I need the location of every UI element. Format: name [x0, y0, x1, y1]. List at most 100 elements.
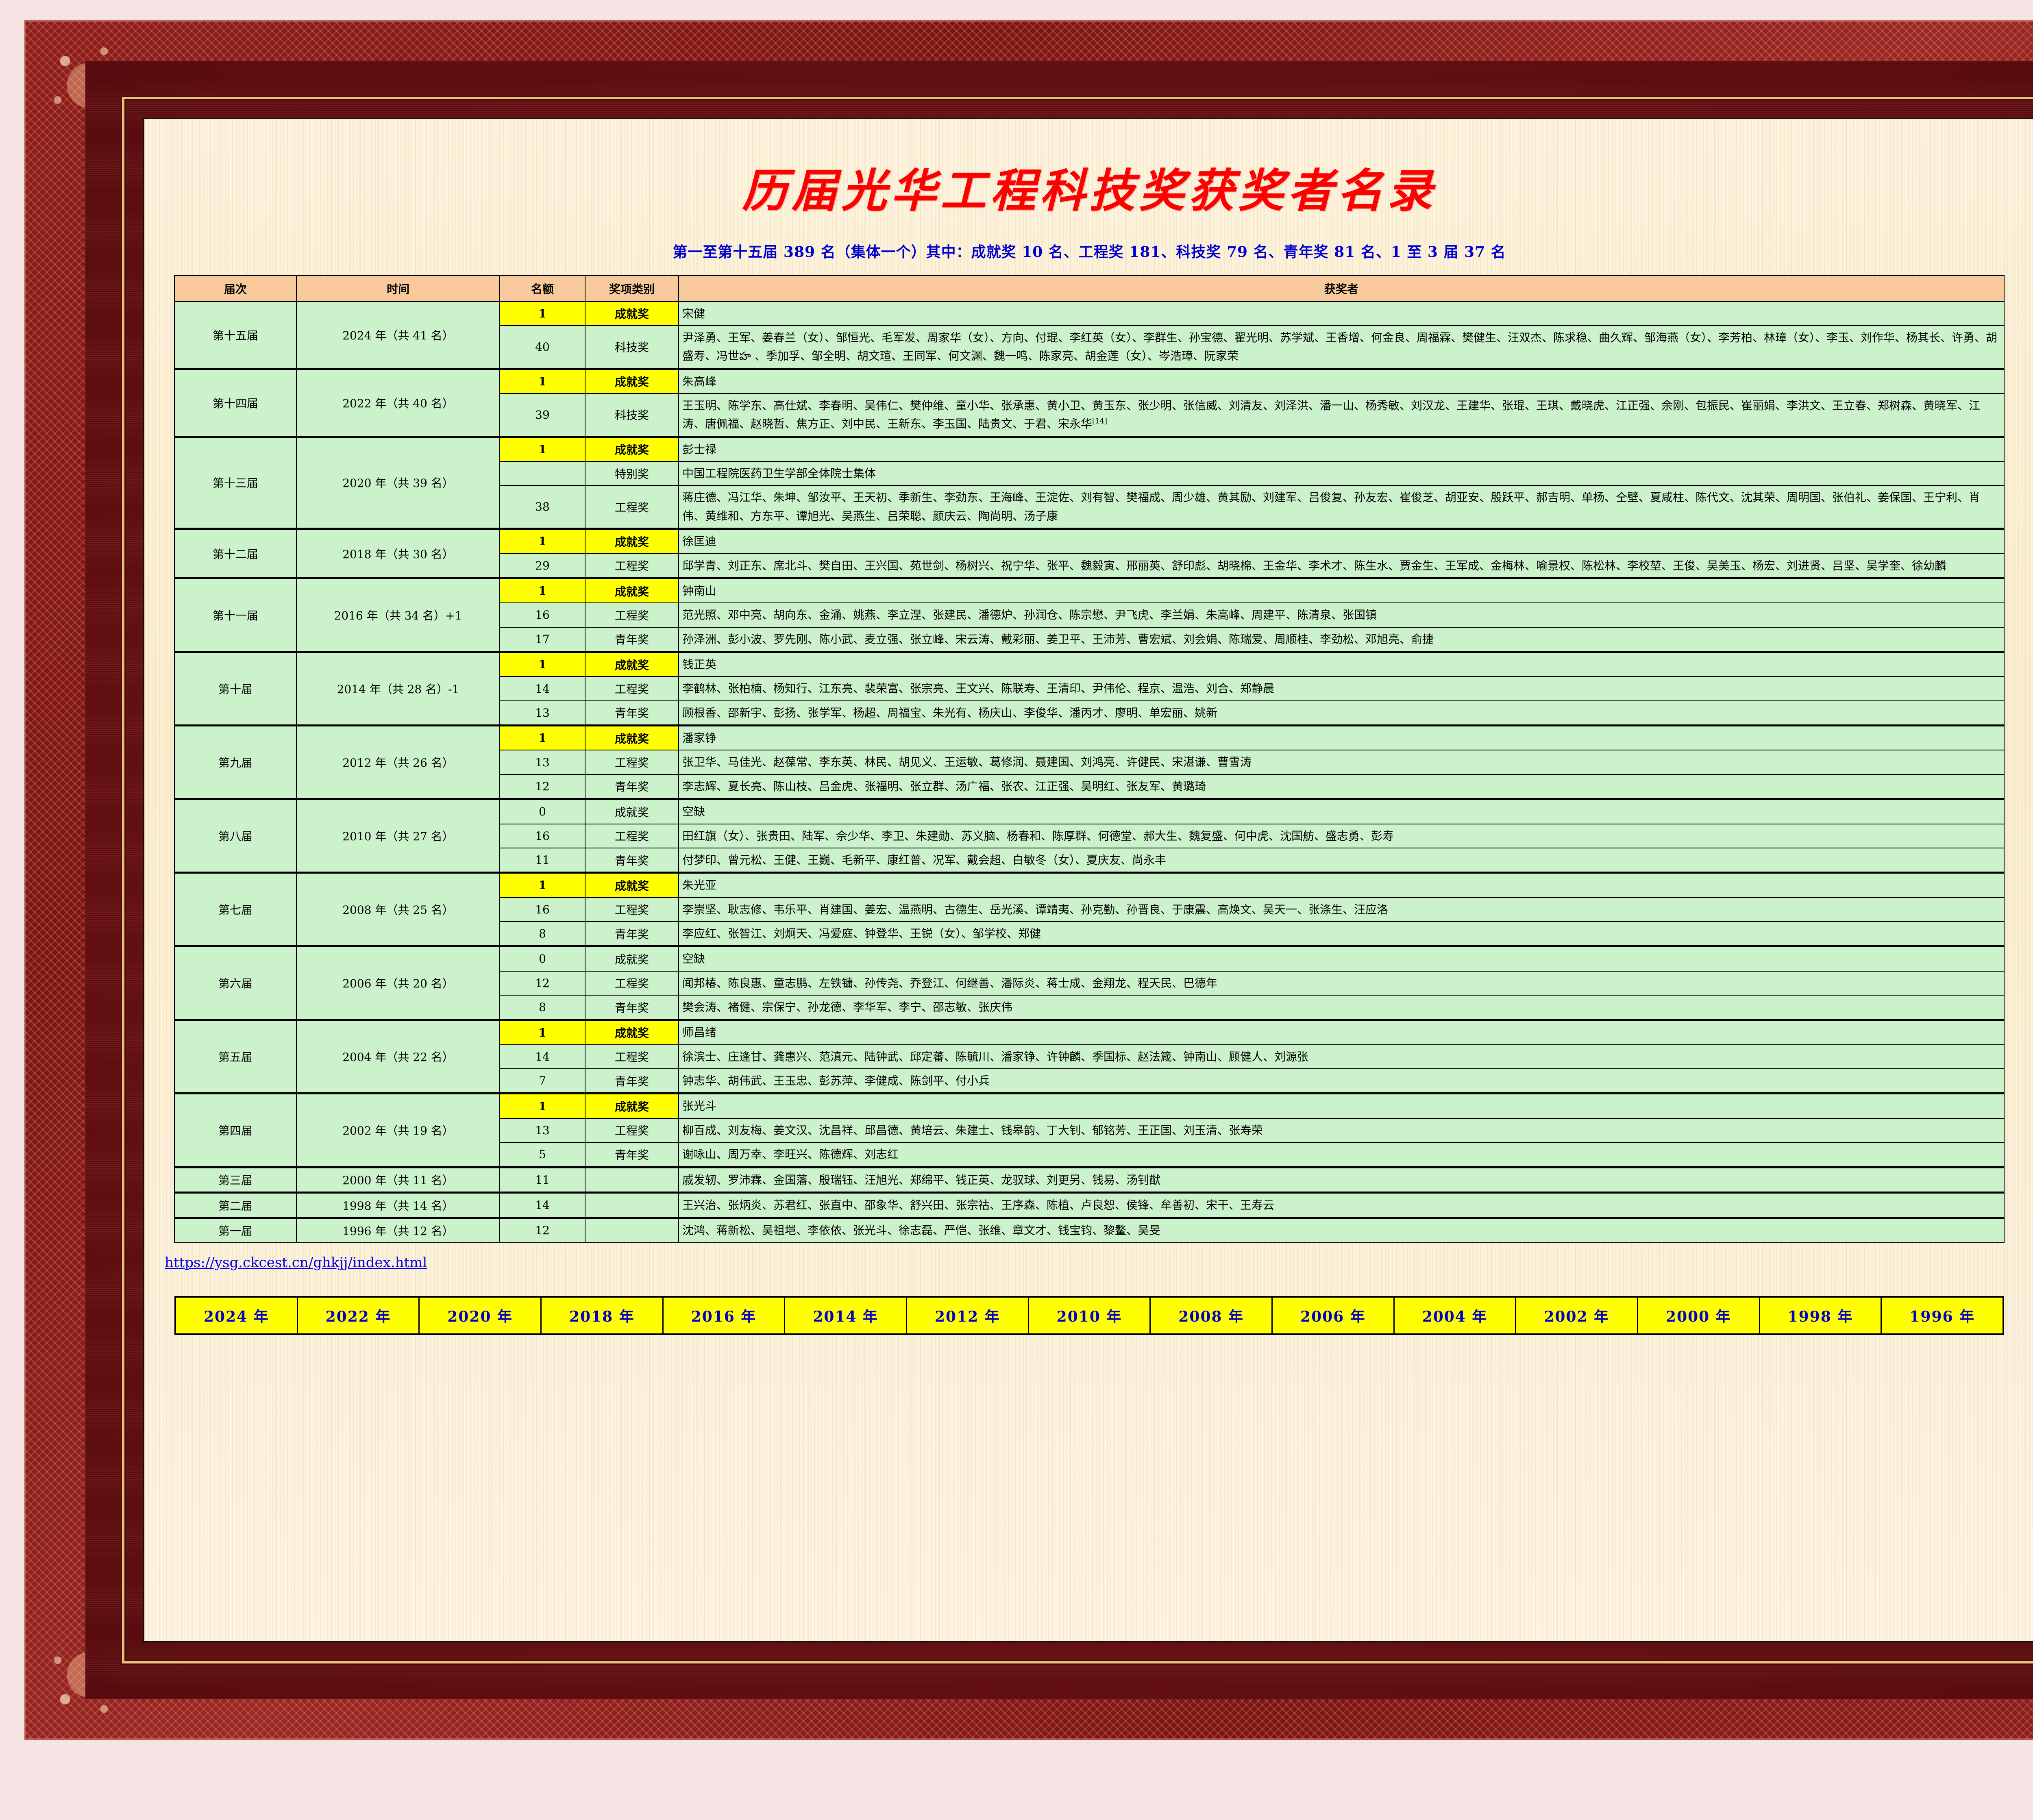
cell-quota: 17: [499, 626, 586, 652]
year-button-2000[interactable]: 2000 年: [1638, 1297, 1760, 1333]
cell-term: 第二届: [174, 1191, 297, 1218]
year-button-2016[interactable]: 2016 年: [663, 1297, 786, 1333]
winners-text: 付梦印、曾元松、王健、王巍、毛新平、康红普、况军、戴会超、白敏冬（女）、夏庆友、…: [682, 853, 1167, 867]
cell-quota: 1: [499, 528, 586, 554]
cell-term: 第十三届: [174, 435, 297, 529]
table-row: 第十一届 2016 年（共 34 名）+1 1 成就奖 钟南山: [174, 577, 2005, 652]
year-button-2014[interactable]: 2014 年: [785, 1297, 908, 1333]
cell-quota: 13: [499, 750, 586, 775]
cell-winners: 沈鸿、蒋新松、吴祖垲、李依依、张光斗、徐志磊、严恺、张维、章文才、钱宝钧、黎鳌、…: [678, 1217, 2005, 1243]
year-button-2024[interactable]: 2024 年: [176, 1297, 298, 1333]
column-header-term: 届次: [174, 275, 297, 302]
cell-award-type: [585, 1166, 679, 1193]
table-row: 40 科技奖 尹泽勇、王军、姜春兰（女）、邹恒光、毛军发、周家华（女）、方向、付琨、…: [174, 325, 2005, 370]
cell-term: 第六届: [174, 945, 297, 1020]
cell-award-type: 青年奖: [585, 1068, 679, 1094]
table-row: 第八届 2010 年（共 27 名） 0 成就奖 空缺: [174, 798, 2005, 873]
year-button-2010[interactable]: 2010 年: [1029, 1297, 1151, 1333]
year-button-2006[interactable]: 2006 年: [1273, 1297, 1395, 1333]
cell-time: 2004 年（共 22 名）: [296, 1019, 500, 1094]
cell-award-type: 青年奖: [585, 1142, 679, 1168]
table-row: 13 工程奖 柳百成、刘友梅、姜文汉、沈昌祥、邱昌德、黄培云、朱建士、钱皋韵、丁大钊…: [174, 1118, 2005, 1143]
winners-text: 张卫华、马佳光、赵葆常、李东英、林民、胡见义、王运敏、葛修润、聂建国、刘鸿亮、许…: [682, 755, 1252, 769]
year-button-2020[interactable]: 2020 年: [420, 1297, 542, 1333]
year-button-1996[interactable]: 1996 年: [1882, 1297, 2003, 1333]
table-row: 8 青年奖 李应红、张智江、刘炯天、冯爱庭、钟登华、王锐（女）、邹学校、郑健: [174, 921, 2005, 947]
page-subtitle: 第一至第十五届 389 名（集体一个）其中：成就奖 10 名、工程奖 181、科…: [673, 243, 1506, 261]
cell-quota: 11: [499, 847, 586, 873]
cell-award-type: 工程奖: [585, 970, 679, 996]
cell-award-type: 工程奖: [585, 553, 679, 579]
source-url-link[interactable]: https://ysg.ckcest.cn/ghkjj/index.html: [165, 1254, 427, 1271]
cell-winners: 柳百成、刘友梅、姜文汉、沈昌祥、邱昌德、黄培云、朱建士、钱皋韵、丁大钊、郁铭芳、…: [678, 1118, 2005, 1143]
cell-winners: 尹泽勇、王军、姜春兰（女）、邹恒光、毛军发、周家华（女）、方向、付琨、李红英（女…: [678, 325, 2005, 370]
winners-text: 宋健: [682, 307, 705, 320]
year-button-2008[interactable]: 2008 年: [1151, 1297, 1273, 1333]
cell-quota: 12: [499, 970, 586, 996]
table-row: 第六届 2006 年（共 20 名） 0 成就奖 空缺: [174, 945, 2005, 1020]
winners-text: 空缺: [682, 952, 705, 966]
cell-award-type: 成就奖: [585, 528, 679, 554]
winners-text: 王兴治、张炳炎、苏君红、张直中、邵象华、舒兴田、张宗祜、王序森、陈植、卢良恕、侯…: [682, 1198, 1275, 1212]
cell-winners: 孙泽洲、彭小波、罗先刚、陈小武、麦立强、张立峰、宋云涛、戴彩丽、姜卫平、王沛芳、…: [678, 626, 2005, 652]
table-row: 7 青年奖 钟志华、胡伟武、王玉忠、彭苏萍、李健成、陈剑平、付小兵: [174, 1068, 2005, 1094]
year-navigation-bar: 2024 年 2022 年 2020 年 2018 年 2016 年 2014 年 2012…: [174, 1296, 2004, 1335]
cell-quota: [499, 461, 586, 486]
winners-text: 田红旗（女）、张贵田、陆军、佘少华、李卫、朱建勋、苏义脑、杨春和、陈厚群、何德堂…: [682, 829, 1394, 843]
cell-quota: 1: [499, 650, 586, 677]
gold-border-line: [122, 97, 2033, 1663]
document-paper: 历届光华工程科技奖获奖者名录 第一至第十五届 389 名（集体一个）其中：成就奖…: [143, 118, 2033, 1642]
year-button-2004[interactable]: 2004 年: [1394, 1297, 1517, 1333]
year-button-2012[interactable]: 2012 年: [907, 1297, 1029, 1333]
cell-award-type: 工程奖: [585, 676, 679, 701]
table-row: 8 青年奖 樊会涛、褚健、宗保宁、孙龙德、李华军、李宁、邵志敏、张庆伟: [174, 995, 2005, 1020]
cell-winners: 中国工程院医药卫生学部全体院士集体: [678, 461, 2005, 486]
page-title: 历届光华工程科技奖获奖者名录: [742, 164, 1437, 217]
winners-text: 李志辉、夏长亮、陈山枝、吕金虎、张福明、张立群、汤广福、张农、江正强、吴明红、张…: [682, 779, 1206, 793]
cell-award-type: 青年奖: [585, 774, 679, 800]
cell-time: 2008 年（共 25 名）: [296, 872, 500, 947]
cell-quota: 7: [499, 1068, 586, 1094]
cell-quota: 39: [499, 393, 586, 437]
winners-text: 李崇坚、耿志修、韦乐平、肖建国、姜宏、温燕明、古德生、岳光溪、谭靖夷、孙克勤、孙…: [682, 902, 1389, 916]
cell-quota: 13: [499, 1118, 586, 1143]
cell-winners: 付梦印、曾元松、王健、王巍、毛新平、康红普、况军、戴会超、白敏冬（女）、夏庆友、…: [678, 847, 2005, 873]
table-row: 第一届 1996 年（共 12 名） 12 沈鸿、蒋新松、吴祖垲、李依依、张光斗、徐志…: [174, 1217, 2005, 1243]
cell-winners: 李应红、张智江、刘炯天、冯爱庭、钟登华、王锐（女）、邹学校、郑健: [678, 921, 2005, 947]
cell-winners: 李志辉、夏长亮、陈山枝、吕金虎、张福明、张立群、汤广福、张农、江正强、吴明红、张…: [678, 774, 2005, 800]
cell-winners: 张卫华、马佳光、赵葆常、李东英、林民、胡见义、王运敏、葛修润、聂建国、刘鸿亮、许…: [678, 750, 2005, 775]
cell-term: 第十届: [174, 650, 297, 726]
cell-winners: 李崇坚、耿志修、韦乐平、肖建国、姜宏、温燕明、古德生、岳光溪、谭靖夷、孙克勤、孙…: [678, 897, 2005, 922]
year-button-1998[interactable]: 1998 年: [1760, 1297, 1882, 1333]
cell-award-type: 成就奖: [585, 577, 679, 604]
cell-winners: 徐滨士、庄逢甘、龚惠兴、范滇元、陆钟武、邱定蕃、陈毓川、潘家铮、许钟麟、季国标、…: [678, 1044, 2005, 1070]
table-row: 第十届 2014 年（共 28 名）-1 1 成就奖 钱正英: [174, 650, 2005, 726]
cell-quota: 16: [499, 602, 586, 628]
column-header-time: 时间: [296, 275, 500, 302]
cell-award-type: 青年奖: [585, 847, 679, 873]
cell-winners: 空缺: [678, 945, 2005, 972]
cell-award-type: 工程奖: [585, 750, 679, 775]
cell-quota: 8: [499, 995, 586, 1020]
table-row: 特别奖 中国工程院医药卫生学部全体院士集体: [174, 461, 2005, 486]
cell-winners: 钟南山: [678, 577, 2005, 604]
cell-time: 2000 年（共 11 名）: [296, 1166, 500, 1193]
table-row: 第九届 2012 年（共 26 名） 1 成就奖 潘家铮: [174, 724, 2005, 800]
cell-quota: 14: [499, 1191, 586, 1218]
cell-quota: 8: [499, 921, 586, 947]
cell-award-type: 科技奖: [585, 393, 679, 437]
cell-award-type: 成就奖: [585, 435, 679, 462]
cell-award-type: 成就奖: [585, 1019, 679, 1045]
year-button-2018[interactable]: 2018 年: [542, 1297, 664, 1333]
table-row: 38 工程奖 蒋庄德、冯江华、朱坤、邹汝平、王天初、季新生、李劲东、王海峰、王淀佐、…: [174, 485, 2005, 529]
cell-award-type: 工程奖: [585, 485, 679, 529]
year-button-2022[interactable]: 2022 年: [298, 1297, 420, 1333]
cell-winners: 朱高峰: [678, 367, 2005, 394]
cell-term: 第十一届: [174, 577, 297, 652]
winners-text: 徐匡迪: [682, 535, 717, 548]
year-button-2002[interactable]: 2002 年: [1516, 1297, 1639, 1333]
cell-winners: 邱学青、刘正东、席北斗、樊自田、王兴国、苑世剑、杨树兴、祝宁华、张平、魏毅寅、邢…: [678, 553, 2005, 579]
cell-winners: 宋健: [678, 301, 2005, 326]
table-row: 第四届 2002 年（共 19 名） 1 成就奖 张光斗: [174, 1092, 2005, 1168]
table-row: 14 工程奖 李鹤林、张柏楠、杨知行、江东亮、裴荣富、张宗亮、王文兴、陈联寿、王清印…: [174, 676, 2005, 701]
